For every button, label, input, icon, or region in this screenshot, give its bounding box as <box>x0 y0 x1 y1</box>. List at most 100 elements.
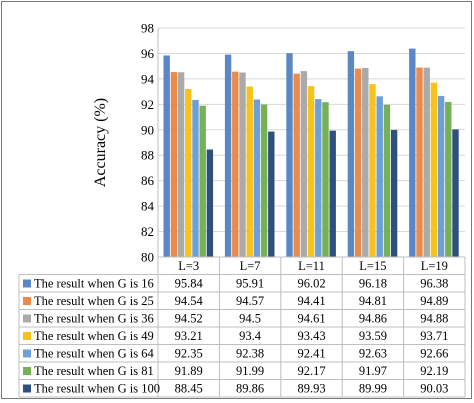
legend-swatch <box>23 279 31 288</box>
bar <box>177 72 185 257</box>
bar <box>199 105 206 257</box>
legend-entry: The result when G is 81 <box>34 364 154 378</box>
legend-swatch <box>23 314 31 323</box>
y-tick-label: 86 <box>141 173 155 188</box>
x-tick-label: L=19 <box>421 259 448 273</box>
y-tick-label: 88 <box>141 148 154 163</box>
bar <box>376 96 383 258</box>
bar <box>416 67 423 258</box>
data-label: 90.03 <box>420 382 448 396</box>
bar <box>369 84 376 257</box>
bar <box>206 149 214 257</box>
y-tick-label: 82 <box>141 224 154 239</box>
data-label: 94.61 <box>297 312 325 326</box>
data-label: 92.35 <box>175 347 203 361</box>
bar <box>390 129 398 257</box>
data-label: 93.71 <box>420 329 448 343</box>
data-label: 91.99 <box>236 364 264 378</box>
x-tick-label: L=3 <box>178 259 199 273</box>
x-tick-label: L=11 <box>298 259 325 273</box>
data-table: L=3 L=7 L=11 L=15 L=19 The result when G is 1… <box>18 256 466 398</box>
data-label: 96.38 <box>420 277 448 291</box>
data-label: 95.91 <box>236 277 264 291</box>
data-label: 94.5 <box>239 312 261 326</box>
bar <box>329 130 336 257</box>
data-label: 94.57 <box>236 294 264 308</box>
legend-swatch <box>23 384 31 393</box>
legend-swatch <box>23 349 31 358</box>
data-label: 92.19 <box>420 364 448 378</box>
data-label: 94.89 <box>420 294 448 308</box>
bar <box>293 73 300 257</box>
data-label: 94.54 <box>175 294 204 308</box>
bar <box>192 99 199 257</box>
bar <box>347 51 355 257</box>
data-label: 92.66 <box>420 347 448 361</box>
data-label: 91.89 <box>175 364 203 378</box>
y-axis-label: Accuracy (%) <box>92 98 109 187</box>
bar <box>383 104 391 257</box>
data-label: 94.52 <box>175 312 203 326</box>
bar <box>409 48 416 257</box>
data-label: 95.84 <box>175 277 204 291</box>
data-label: 93.21 <box>175 329 203 343</box>
legend-entry: The result when G is 100 <box>34 382 160 396</box>
bar <box>170 72 178 257</box>
bar <box>452 129 459 257</box>
bar <box>362 67 369 257</box>
legend-swatch <box>23 332 31 340</box>
y-tick-label: 80 <box>141 250 154 265</box>
data-label: 92.63 <box>359 347 387 361</box>
data-label: 96.02 <box>297 277 325 291</box>
bar <box>307 86 315 257</box>
data-label: 93.43 <box>297 329 325 343</box>
bar <box>315 99 322 258</box>
data-label: 93.4 <box>239 329 262 343</box>
data-label: 89.99 <box>359 382 387 396</box>
legend-entry: The result when G is 49 <box>34 329 154 343</box>
data-label: 89.93 <box>297 382 325 396</box>
data-label: 91.97 <box>359 364 387 378</box>
bar <box>268 131 275 257</box>
bar <box>232 71 239 257</box>
y-tick-label: 94 <box>141 71 155 86</box>
bar <box>445 101 452 258</box>
y-tick-label: 92 <box>141 97 154 112</box>
data-label: 94.86 <box>359 312 387 326</box>
bar <box>253 99 261 257</box>
legend-entry: The result when G is 36 <box>34 312 154 326</box>
bar <box>239 72 246 258</box>
data-label: 93.59 <box>359 329 387 343</box>
data-label: 92.41 <box>297 347 325 361</box>
legend-swatch <box>23 367 31 375</box>
bar <box>246 86 253 258</box>
bar <box>423 67 430 258</box>
bar <box>437 95 445 257</box>
data-label: 94.41 <box>297 294 325 308</box>
bar <box>163 55 170 258</box>
bar <box>286 53 293 257</box>
bar <box>300 71 308 258</box>
data-label: 92.38 <box>236 347 264 361</box>
bar <box>224 54 232 257</box>
data-label: 92.17 <box>297 364 325 378</box>
bar <box>322 102 329 257</box>
data-label: 89.86 <box>236 382 264 396</box>
bar <box>354 68 362 257</box>
y-tick-label: 90 <box>141 122 154 137</box>
bar <box>430 82 438 257</box>
bar <box>185 88 192 257</box>
y-tick-label: 84 <box>141 199 155 214</box>
y-tick-label: 96 <box>141 46 155 61</box>
data-label: 96.18 <box>359 277 387 291</box>
bar <box>260 104 268 257</box>
legend-entry: The result when G is 64 <box>34 347 155 361</box>
data-label: 94.81 <box>359 294 387 308</box>
legend-entry: The result when G is 25 <box>34 294 154 308</box>
data-label: 94.88 <box>420 312 448 326</box>
data-label: 88.45 <box>175 382 203 396</box>
legend-swatch <box>23 297 31 305</box>
x-tick-label: L=15 <box>359 259 386 273</box>
